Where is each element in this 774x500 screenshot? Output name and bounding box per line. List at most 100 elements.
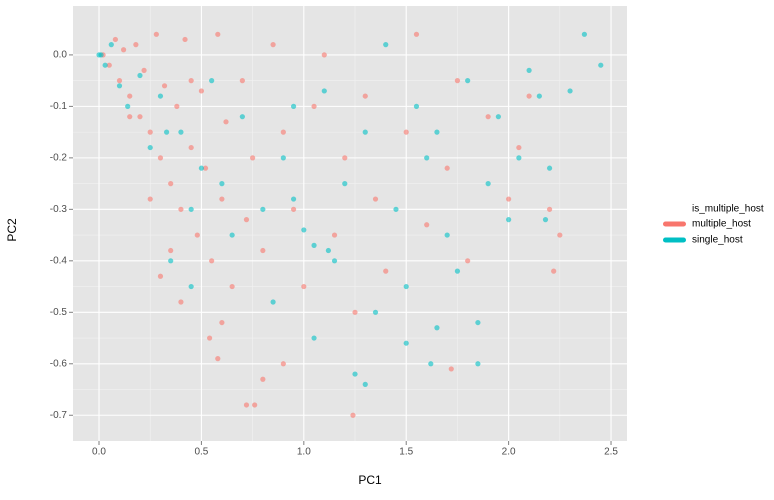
point: [215, 356, 221, 362]
point: [403, 129, 409, 135]
y-tick-label: -0.3: [50, 204, 68, 215]
y-tick-label: -0.1: [50, 101, 68, 112]
point: [434, 325, 440, 331]
legend-key: [663, 237, 686, 243]
point: [229, 232, 235, 238]
point: [581, 31, 588, 37]
plot-panel: [73, 6, 627, 441]
legend-key: [663, 221, 686, 227]
point: [116, 83, 123, 89]
x-tick-label: 2.0: [502, 447, 516, 458]
point: [383, 268, 389, 274]
point: [546, 206, 553, 212]
point: [551, 268, 557, 274]
point: [178, 299, 184, 305]
point: [352, 309, 358, 315]
point: [229, 283, 235, 290]
point: [137, 114, 143, 120]
point: [301, 227, 307, 233]
point: [125, 103, 131, 109]
point: [325, 247, 331, 254]
point: [112, 36, 118, 43]
y-tick-label: -0.4: [50, 255, 68, 266]
point: [598, 62, 604, 68]
point: [188, 283, 194, 290]
point: [516, 144, 522, 151]
point: [465, 78, 471, 84]
point: [526, 67, 532, 73]
point: [188, 78, 194, 84]
x-tick-label: 1.0: [297, 447, 311, 458]
point: [526, 93, 532, 99]
x-axis-title: PC1: [358, 473, 382, 487]
point: [444, 232, 450, 238]
point: [280, 361, 286, 367]
x-tick-label: 1.5: [399, 447, 413, 458]
point: [350, 412, 356, 418]
points: [96, 31, 604, 418]
point: [127, 114, 133, 120]
point: [454, 78, 461, 84]
point: [342, 155, 348, 161]
point: [147, 144, 153, 151]
point: [290, 206, 297, 212]
point: [403, 340, 409, 346]
point: [252, 402, 258, 408]
point: [270, 42, 276, 48]
point: [188, 144, 194, 151]
y-tick-label: -0.5: [50, 307, 68, 318]
point: [290, 196, 297, 202]
point: [428, 361, 434, 367]
point: [178, 206, 184, 212]
point: [362, 381, 368, 387]
point: [260, 376, 266, 382]
point: [194, 232, 200, 238]
x-tick-label: 0.5: [194, 447, 208, 458]
point: [168, 258, 174, 264]
point: [362, 93, 368, 99]
point: [567, 88, 573, 94]
point: [219, 319, 225, 326]
point: [198, 165, 205, 171]
point: [311, 103, 317, 109]
x-tick-label: 2.5: [604, 447, 618, 458]
point: [108, 42, 114, 48]
point: [331, 258, 338, 264]
point: [120, 47, 127, 53]
point: [147, 129, 153, 135]
point: [137, 72, 143, 79]
point: [403, 283, 409, 290]
point: [174, 103, 180, 109]
point: [311, 242, 317, 248]
point: [383, 42, 389, 48]
point: [168, 247, 174, 254]
point: [290, 103, 297, 109]
point: [178, 129, 184, 135]
point: [243, 217, 250, 223]
point: [161, 83, 168, 89]
legend-label: multiple_host: [692, 219, 751, 230]
point: [321, 52, 327, 58]
point: [372, 309, 379, 315]
x-tick-label: 0.0: [92, 447, 106, 458]
point: [163, 129, 170, 135]
point: [168, 181, 174, 187]
point: [516, 155, 522, 161]
point: [182, 36, 188, 43]
point: [506, 217, 512, 223]
point: [157, 93, 164, 99]
y-tick-label: 0.0: [53, 50, 67, 61]
point: [321, 88, 327, 94]
point: [352, 371, 358, 377]
y-axis-title: PC2: [5, 218, 19, 242]
point: [495, 114, 501, 120]
point: [542, 217, 549, 223]
point: [239, 78, 245, 84]
point: [239, 114, 245, 120]
legend-label: single_host: [692, 235, 743, 246]
point: [485, 181, 491, 187]
point: [215, 31, 221, 37]
point: [311, 335, 317, 341]
point: [209, 78, 215, 84]
point: [424, 155, 430, 161]
